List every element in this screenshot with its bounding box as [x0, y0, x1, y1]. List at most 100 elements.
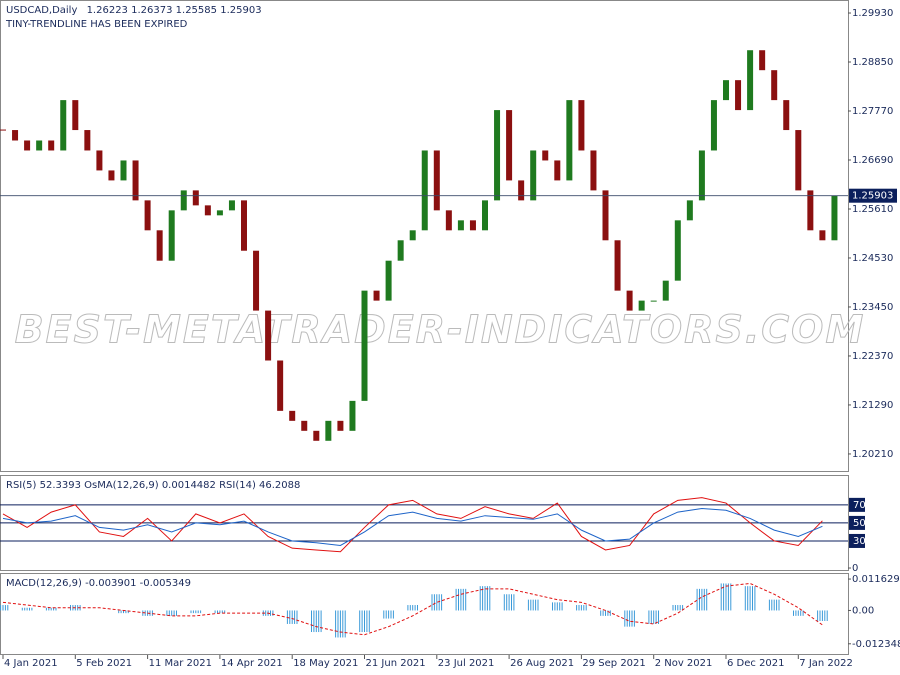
- candle: [602, 190, 609, 241]
- x-tick-label: 14 Apr 2021: [221, 658, 283, 669]
- rsi-title: RSI(5) 52.3393 OsMA(12,26,9) 0.0014482 R…: [6, 480, 300, 491]
- macd-frame: [0, 573, 849, 655]
- x-tick-label: 23 Jul 2021: [438, 658, 495, 669]
- level-label: 70: [853, 500, 866, 511]
- candle: [771, 70, 778, 101]
- candle: [72, 100, 79, 131]
- candle: [735, 80, 742, 111]
- candle: [662, 280, 669, 301]
- candle: [819, 230, 826, 241]
- candle: [530, 150, 537, 201]
- y-tick-label: -0.012348: [852, 639, 900, 650]
- level-box: [849, 533, 865, 548]
- candle: [349, 400, 356, 431]
- candle: [409, 230, 416, 241]
- candle: [433, 150, 440, 211]
- candle: [506, 110, 513, 181]
- candle: [554, 160, 561, 181]
- candle: [12, 130, 19, 141]
- y-tick-label: 1.24530: [852, 253, 893, 264]
- candle: [301, 420, 308, 431]
- candle: [421, 150, 428, 231]
- watermark: BEST-METATRADER-INDICATORS.COM: [15, 308, 866, 352]
- candle: [686, 200, 693, 221]
- candle: [361, 290, 368, 401]
- candle: [578, 100, 585, 151]
- candle: [180, 190, 187, 211]
- candle: [385, 260, 392, 301]
- candle: [132, 160, 139, 201]
- x-tick-label: 21 Jun 2021: [366, 658, 426, 669]
- x-tick-label: 6 Dec 2021: [727, 658, 785, 669]
- candle: [469, 220, 476, 231]
- candle: [84, 130, 91, 151]
- last-price-box: [849, 188, 897, 203]
- x-tick-label: 5 Feb 2021: [76, 658, 132, 669]
- candle: [192, 190, 199, 206]
- candle: [494, 110, 501, 201]
- y-tick-label: 1.29930: [852, 8, 893, 19]
- candle: [48, 140, 55, 151]
- candle: [759, 50, 766, 71]
- candle: [313, 430, 320, 441]
- signal-line: [2, 582, 823, 636]
- subtitle: TINY-TRENDLINE HAS BEEN EXPIRED: [5, 19, 188, 30]
- candle: [795, 130, 802, 191]
- candle: [650, 300, 657, 302]
- candle: [96, 150, 103, 171]
- candle: [228, 200, 235, 211]
- candle: [277, 360, 284, 411]
- candle: [253, 250, 260, 311]
- y-tick-label: 1.22370: [852, 351, 893, 362]
- candle: [626, 290, 633, 311]
- y-tick-label: 0.00: [852, 605, 874, 616]
- candle: [36, 140, 43, 151]
- candle: [120, 160, 127, 181]
- candle: [60, 100, 67, 151]
- y-tick-label: 1.28850: [852, 57, 893, 68]
- candle: [542, 150, 549, 161]
- candle: [710, 100, 717, 151]
- x-tick-label: 26 Aug 2021: [510, 658, 574, 669]
- y-tick-label: 1.25610: [852, 204, 893, 215]
- y-tick-label: 1.23450: [852, 302, 893, 313]
- rsi-line: [2, 507, 823, 546]
- candle: [783, 100, 790, 131]
- y-tick-label: 0.011629: [852, 574, 900, 585]
- candle: [156, 230, 163, 261]
- candle: [265, 310, 272, 361]
- candle: [566, 100, 573, 181]
- candle: [397, 240, 404, 261]
- candle: [674, 220, 681, 281]
- main-frame: [0, 0, 849, 472]
- level-label: 50: [853, 518, 866, 529]
- level-box: [849, 515, 865, 530]
- level-label: 30: [853, 536, 866, 547]
- x-tick-label: 18 May 2021: [293, 658, 358, 669]
- x-tick-label: 4 Jan 2021: [4, 658, 58, 669]
- y-tick-label: 0: [852, 563, 858, 574]
- candle: [698, 150, 705, 201]
- rsi-line: [2, 497, 823, 553]
- candle: [614, 240, 621, 291]
- candle: [24, 140, 31, 151]
- level-box: [849, 497, 865, 512]
- candle: [831, 195, 838, 241]
- candle: [638, 300, 645, 311]
- candle: [241, 200, 247, 251]
- x-tick-label: 2 Nov 2021: [655, 658, 713, 669]
- candle: [168, 210, 175, 261]
- chart-title: USDCAD,Daily 1.26223 1.26373 1.25585 1.2…: [6, 5, 262, 16]
- x-tick-label: 29 Sep 2021: [582, 658, 645, 669]
- candle: [482, 200, 488, 231]
- candle: [807, 190, 814, 231]
- candle: [723, 80, 729, 101]
- candle: [108, 170, 115, 181]
- x-tick-label: 11 Mar 2021: [149, 658, 212, 669]
- candle: [289, 410, 296, 421]
- candle: [337, 420, 344, 431]
- candle: [325, 420, 332, 441]
- candle: [216, 210, 223, 216]
- candle: [204, 205, 211, 216]
